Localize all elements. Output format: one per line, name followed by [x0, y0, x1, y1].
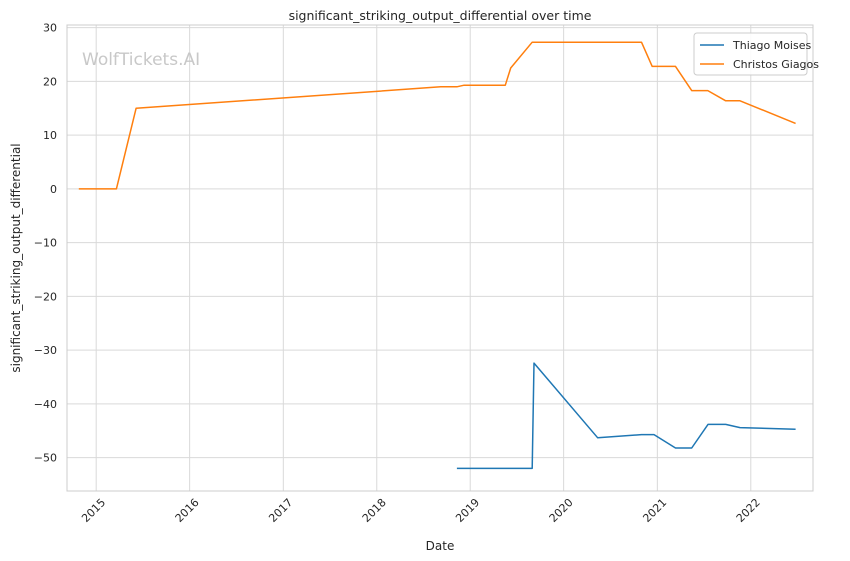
y-tick-label: −30: [34, 344, 57, 357]
x-tick-label: 2020: [547, 496, 576, 525]
series-line-1: [78, 41, 796, 190]
watermark: WolfTickets.AI: [82, 50, 200, 70]
y-tick-label: 20: [43, 75, 57, 88]
y-gridlines: [67, 27, 813, 459]
x-tick-label: 2018: [360, 496, 389, 525]
y-axis-title: significant_striking_output_differential: [9, 143, 23, 372]
plot-area: [66, 24, 814, 492]
y-tick-label: 10: [43, 129, 57, 142]
y-tick-label: 0: [50, 183, 57, 196]
y-tick-label: −10: [34, 237, 57, 250]
legend: Thiago Moises Christos Giagos: [693, 32, 819, 76]
x-axis-title: Date: [426, 539, 455, 553]
series-lines: [78, 41, 796, 470]
y-tick-label: −50: [34, 452, 57, 465]
series-line-0: [456, 362, 796, 470]
x-tick-label: 2022: [734, 496, 763, 525]
y-tick-label: −40: [34, 398, 57, 411]
y-tick-label: −20: [34, 290, 57, 303]
y-tick-label: 30: [43, 22, 57, 35]
chart-title: significant_striking_output_differential…: [289, 8, 592, 23]
x-tick-label: 2015: [79, 496, 108, 525]
x-tick-labels: 2015 2016 2017 2018 2019 2020 2021 2022: [79, 496, 763, 525]
legend-label-christos-giagos: Christos Giagos: [733, 58, 819, 71]
y-tick-labels: 30 20 10 0 −10 −20 −30 −40 −50: [34, 22, 57, 465]
legend-label-thiago-moises: Thiago Moises: [732, 39, 811, 52]
x-tick-label: 2019: [453, 496, 482, 525]
x-tick-label: 2021: [640, 496, 669, 525]
x-tick-label: 2017: [266, 496, 295, 525]
x-tick-label: 2016: [173, 496, 202, 525]
x-gridlines: [95, 25, 752, 491]
